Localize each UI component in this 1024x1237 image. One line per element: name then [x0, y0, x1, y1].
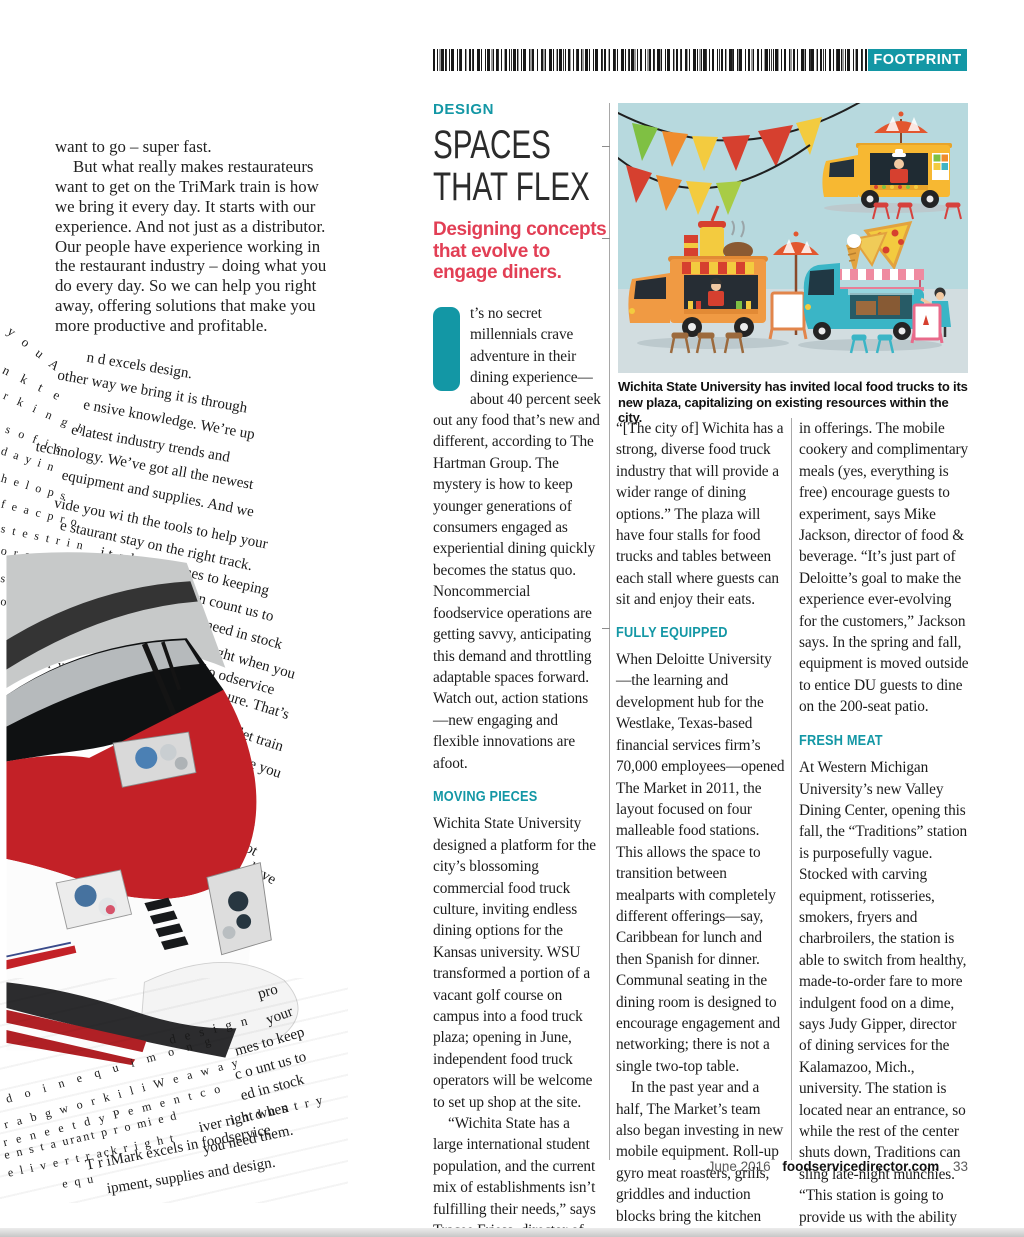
scattered-text-fragment: technology. We’ve got all the newest — [34, 438, 255, 494]
scattered-text-fragment: i n d u s t r y — [229, 1091, 326, 1128]
article-headline: SPACES THAT FLEX — [433, 124, 590, 208]
scattered-text-fragment: n k t e — [0, 362, 68, 406]
footprint-section-tab: FOOTPRINT — [868, 49, 967, 71]
section-heading-fully-equipped: FULLY EQUIPPED — [616, 624, 728, 641]
body-paragraph: Wichita State University designed a plat… — [433, 815, 596, 1111]
scattered-text-fragment: e latest industry trends and — [69, 422, 232, 466]
scattered-text-fragment: vide you wi th the tools to help your — [52, 495, 270, 553]
article-column-1: t’s no secret millennials crave adventur… — [433, 303, 603, 1237]
article-column-3: in offerings. The mobile cookery and com… — [799, 418, 969, 1237]
orange-food-truck — [628, 205, 819, 354]
footer-website: foodservicedirector.com — [782, 1159, 940, 1174]
intro-text: t’s no secret millennials crave adventur… — [433, 305, 601, 772]
scattered-text-fragment: e n s t a urant p r o mi e d — [2, 1108, 180, 1162]
scattered-text-fragment: ed in stock — [238, 1071, 306, 1105]
scattered-text-fragment: h e l o p s — [0, 470, 70, 504]
page-footer: June 2016 foodservicedirector.com 33 — [650, 1159, 968, 1174]
intro-paragraph: t’s no secret millennials crave adventur… — [433, 303, 603, 774]
scattered-text-fragment: e q u — [60, 1171, 97, 1191]
ad-paragraph: But what really makes restaurateurs want… — [55, 156, 327, 336]
kicker-design: DESIGN — [433, 101, 495, 118]
page-header-strip: FOOTPRINT — [433, 49, 967, 71]
scattered-text-fragment: iver right when — [197, 1099, 291, 1137]
body-paragraph: In the past year and a half, The Market’… — [616, 1079, 784, 1237]
section-heading-fresh-meat: FRESH MEAT — [799, 732, 883, 749]
food-truck-plaza-illustration — [618, 103, 968, 373]
illustration-caption: Wichita State University has invited loc… — [618, 379, 968, 425]
column-divider — [791, 418, 792, 1160]
yellow-food-truck — [822, 111, 962, 220]
alignment-tick — [602, 628, 610, 629]
article-column-2: “[The city of] Wichita has a strong, div… — [616, 418, 786, 1237]
scattered-text-fragment: d a y i n — [0, 443, 58, 475]
alignment-tick — [602, 238, 610, 239]
body-paragraph: When Deloitte University—the learning an… — [616, 651, 785, 1075]
left-page-ad-copy: want to go – super fast. But what really… — [55, 137, 331, 336]
teal-food-tuktuk — [798, 221, 951, 354]
scattered-text-fragment: n d excels design. — [85, 349, 194, 383]
body-paragraph: At Western Michigan University’s new Val… — [799, 759, 968, 1237]
drop-cap-I — [433, 307, 460, 391]
page-bottom-edge — [0, 1228, 1024, 1237]
body-paragraph: “[The city of] Wichita has a strong, div… — [616, 420, 784, 609]
column-divider — [609, 103, 610, 1160]
article-deck: Designing concepts that evolve to engage… — [433, 219, 607, 283]
scattered-text-fragment: f e a c p r o — [0, 496, 81, 530]
scattered-text-fragment: e nsive knowledge. We’re up — [82, 397, 257, 443]
footer-issue-date: June 2016 — [707, 1159, 771, 1174]
headline-line-2: THAT FLEX — [433, 165, 590, 209]
barcode-graphic — [433, 49, 868, 71]
scattered-text-fragment: s t e s t r i n — [0, 521, 87, 553]
scattered-text-fragment: T r iMark excels in foodservice — [84, 1122, 273, 1174]
bunting-flags — [618, 103, 861, 215]
body-paragraph: in offerings. The mobile cookery and com… — [799, 420, 969, 716]
scattered-text-fragment: r k i n g h — [1, 388, 90, 438]
section-heading-moving-pieces: MOVING PIECES — [433, 788, 538, 805]
scattered-text-fragment: other way we bring it is through — [56, 367, 249, 417]
headline-line-1: SPACES — [433, 123, 551, 167]
scattered-text-fragment: r e n e e t d y P e m e n t c o — [1, 1080, 225, 1150]
ad-paragraph: want to go – super fast. — [55, 137, 212, 156]
scattered-text-fragment: s o f i s — [3, 421, 67, 457]
alignment-tick — [602, 146, 610, 147]
footer-page-number: 33 — [952, 1159, 968, 1174]
body-paragraph: “Wichita State has a large international… — [433, 1115, 596, 1237]
scattered-text-fragment: e l i v e r t r ack r i g h t — [6, 1130, 177, 1180]
scattered-text-fragment: ipment, supplies and design. — [105, 1154, 277, 1198]
scattered-text-fragment: r a b g w o r k i l i W e a w a y — [2, 1054, 243, 1132]
bullet-train-photo — [6, 552, 299, 1065]
scattered-text-fragment: equipment and supplies. And we — [60, 467, 256, 521]
scattered-text-fragment: you need them. — [201, 1122, 295, 1158]
